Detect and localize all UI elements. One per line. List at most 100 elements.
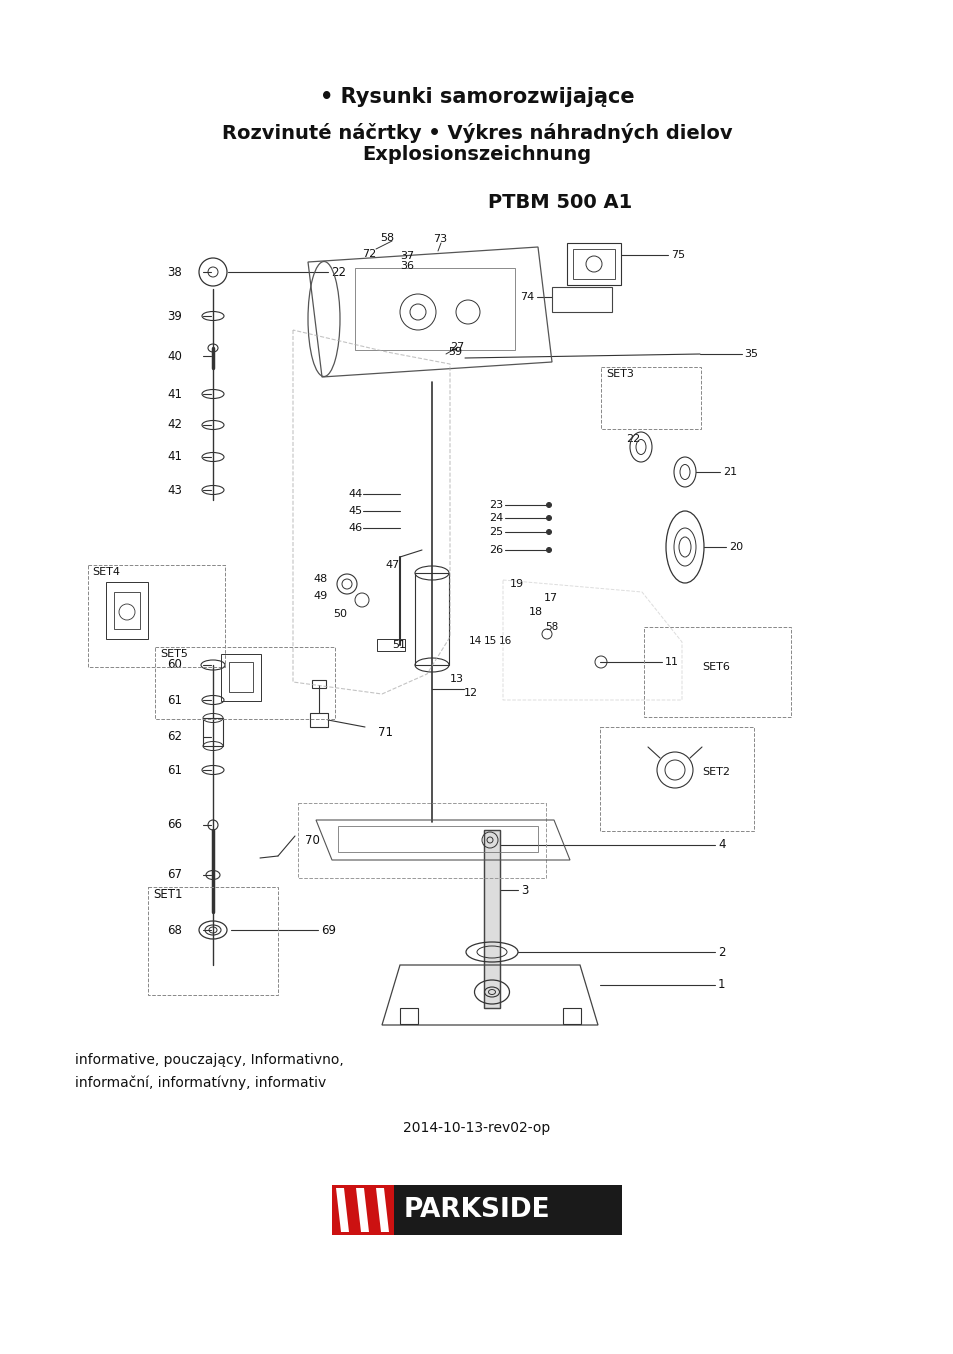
Text: 58: 58 [544,621,558,632]
Bar [600,367,700,429]
Text: 72: 72 [361,249,375,259]
Text: 25: 25 [489,527,502,538]
Text: 35: 35 [743,349,758,359]
Text: 42: 42 [167,418,182,432]
Text: 22: 22 [625,435,639,444]
Text: 46: 46 [348,523,362,533]
Text: Rozvinuté náčrtky • Výkres náhradných dielov: Rozvinuté náčrtky • Výkres náhradných di… [221,123,732,144]
Text: SET4: SET4 [91,567,120,577]
Text: SET6: SET6 [701,662,729,672]
Text: 44: 44 [348,489,362,500]
Bar [573,249,615,279]
Text: 43: 43 [167,483,182,497]
Bar [355,268,515,349]
Text: 66: 66 [167,819,182,831]
Text: 40: 40 [167,349,182,363]
Bar [566,242,620,284]
Text: 74: 74 [519,292,534,302]
Text: 49: 49 [313,590,327,601]
Text: Explosionszeichnung: Explosionszeichnung [362,145,591,164]
Bar [88,565,225,668]
Text: 47: 47 [385,561,399,570]
Text: 22: 22 [331,265,346,279]
Circle shape [546,529,551,535]
Text: 61: 61 [167,693,182,707]
Text: 2: 2 [718,945,724,959]
Text: 2014-10-13-rev02-op: 2014-10-13-rev02-op [403,1121,550,1135]
Text: SET3: SET3 [605,370,633,379]
Text: 11: 11 [664,657,679,668]
Text: 48: 48 [313,574,327,584]
Text: SET5: SET5 [160,649,188,659]
Bar [483,830,499,1007]
Bar [337,826,537,852]
Circle shape [546,516,551,520]
Text: PARKSIDE: PARKSIDE [403,1197,550,1223]
Text: 14: 14 [469,636,482,646]
Text: 26: 26 [489,546,502,555]
Bar [376,639,405,651]
Text: 60: 60 [167,658,182,672]
Text: 41: 41 [167,387,182,401]
Text: 59: 59 [447,347,461,357]
Text: 36: 36 [399,261,414,271]
Bar [312,680,326,688]
Text: 24: 24 [489,513,503,523]
Bar [221,654,261,701]
Text: 21: 21 [722,467,737,477]
Bar [113,592,140,630]
Text: SET2: SET2 [701,766,729,777]
Circle shape [546,547,551,552]
Text: 51: 51 [392,640,406,650]
Text: 75: 75 [670,250,684,260]
Bar [332,1185,621,1235]
Text: 68: 68 [167,923,182,937]
Text: 73: 73 [433,234,447,244]
Text: 12: 12 [463,688,477,699]
Text: 45: 45 [348,506,362,516]
Text: 3: 3 [520,884,528,896]
Text: 27: 27 [450,343,464,352]
Bar [483,830,499,1007]
Polygon shape [355,1187,369,1232]
Bar [148,887,277,995]
Text: informační, informatívny, informativ: informační, informatívny, informativ [75,1075,326,1090]
Text: 19: 19 [510,580,523,589]
Bar [415,573,449,665]
Circle shape [546,502,551,508]
Polygon shape [335,1187,349,1232]
Bar [399,1007,417,1024]
Bar [154,647,335,719]
Bar [106,582,148,639]
Text: 17: 17 [543,593,558,603]
Text: 50: 50 [333,609,347,619]
Text: 1: 1 [718,979,724,991]
Bar [203,718,223,746]
Text: 20: 20 [728,542,742,552]
Text: 38: 38 [167,265,182,279]
Bar [562,1007,580,1024]
Text: 18: 18 [529,607,542,617]
Text: 15: 15 [483,636,497,646]
Bar [599,727,753,831]
Text: 69: 69 [320,923,335,937]
Text: informative, pouczający, Informativno,: informative, pouczający, Informativno, [75,1053,343,1067]
Text: 62: 62 [167,731,182,743]
Text: 70: 70 [305,834,319,846]
Bar [229,662,253,692]
Text: SET1: SET1 [152,887,182,900]
Text: 67: 67 [167,868,182,881]
Text: 61: 61 [167,764,182,776]
Text: 58: 58 [379,233,394,242]
Bar [332,1185,394,1235]
Text: • Rysunki samorozwijające: • Rysunki samorozwijające [319,87,634,107]
Polygon shape [375,1187,389,1232]
Bar [297,803,545,877]
Text: 41: 41 [167,451,182,463]
Text: 23: 23 [489,500,502,510]
Text: PTBM 500 A1: PTBM 500 A1 [487,192,632,211]
Bar [643,627,790,718]
Text: 39: 39 [167,310,182,322]
Text: 16: 16 [498,636,512,646]
Bar [310,714,328,727]
